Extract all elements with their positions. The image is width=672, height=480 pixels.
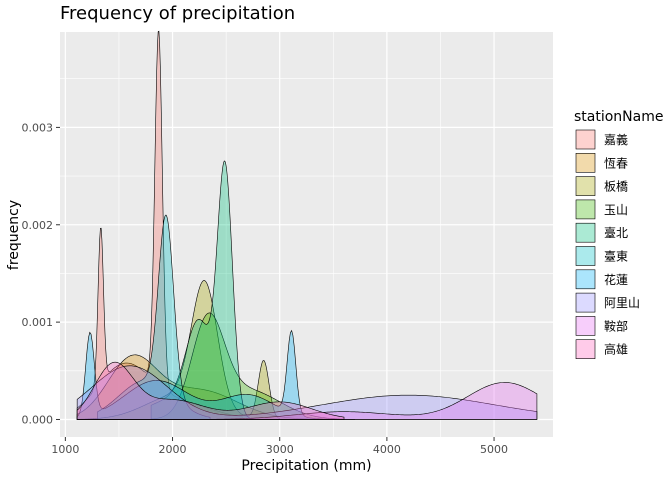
legend-key-bg (575, 268, 596, 290)
legend-label: 高雄 (604, 342, 628, 357)
legend-key (575, 199, 596, 220)
legend-label: 花蓮 (604, 272, 628, 287)
legend-item: 玉山 (575, 198, 628, 220)
legend-item: 嘉義 (575, 129, 628, 150)
density-area-6 (97, 214, 211, 420)
legend-label: 臺東 (604, 249, 628, 264)
density-area-10 (76, 361, 345, 420)
density-area-9 (193, 382, 538, 420)
legend-item: 板橋 (575, 175, 628, 197)
legend-item: 臺東 (575, 245, 628, 267)
legend-key-bg (575, 129, 596, 150)
legend-item: 阿里山 (575, 292, 640, 314)
legend-label: 鞍部 (604, 318, 628, 333)
legend-key (575, 269, 596, 290)
x-axis-title: Precipitation (mm) (241, 458, 371, 474)
legend-key (575, 246, 596, 266)
x-tick-label: 4000 (373, 443, 401, 456)
legend-key-bg (575, 292, 596, 314)
x-tick-label: 1000 (51, 443, 79, 456)
legend-item: 鞍部 (575, 315, 628, 337)
grid-minor (60, 32, 553, 437)
legend-key-bg (575, 152, 596, 174)
density-area-2 (76, 354, 345, 420)
density-area-8 (76, 365, 538, 420)
legend-key-bg (575, 222, 596, 244)
y-axis-title: frequency (6, 200, 22, 270)
legend-label: 臺北 (604, 225, 628, 240)
legend-title: stationName (574, 109, 663, 125)
x-tick-label: 3000 (266, 443, 294, 456)
legend-label: 板橋 (604, 180, 628, 194)
legend-item: 臺北 (575, 222, 628, 244)
legend-key-bg (575, 198, 596, 220)
x-axis: 1000 2000 3000 4000 5000 (51, 437, 508, 456)
density-area-7 (76, 329, 356, 420)
y-tick-label: 0.000 (22, 413, 54, 426)
x-tick-label: 5000 (480, 443, 508, 456)
legend-item: 恆春 (575, 152, 628, 174)
chart-title: Frequency of precipitation (60, 3, 295, 24)
legend-label: 阿里山 (604, 296, 640, 310)
legend-label: 玉山 (604, 203, 628, 217)
y-axis: 0.000 0.001 0.002 0.003 (22, 121, 60, 426)
x-tick-label: 2000 (159, 443, 187, 456)
legend-key-bg (575, 338, 596, 360)
grid-major (60, 32, 553, 437)
legend-key-bg (575, 315, 596, 337)
density-area-1 (76, 30, 243, 420)
legend-key (575, 176, 596, 196)
legend-key (575, 222, 596, 243)
y-tick-label: 0.001 (22, 316, 54, 329)
legend-label: 嘉義 (604, 132, 628, 147)
y-tick-label: 0.002 (22, 219, 54, 232)
legend-key (575, 339, 596, 360)
legend-key-bg (575, 245, 596, 267)
legend-item: 花蓮 (575, 268, 628, 290)
legend-key (575, 292, 596, 313)
legend-key (575, 129, 596, 150)
y-tick-label: 0.003 (22, 121, 54, 134)
plot-panel (60, 32, 553, 437)
legend-key (575, 316, 596, 336)
legend-key-bg (575, 175, 596, 197)
density-areas (76, 30, 538, 420)
legend-key (575, 153, 596, 173)
legend-label: 恆春 (604, 156, 628, 170)
legend-item: 高雄 (575, 338, 628, 360)
